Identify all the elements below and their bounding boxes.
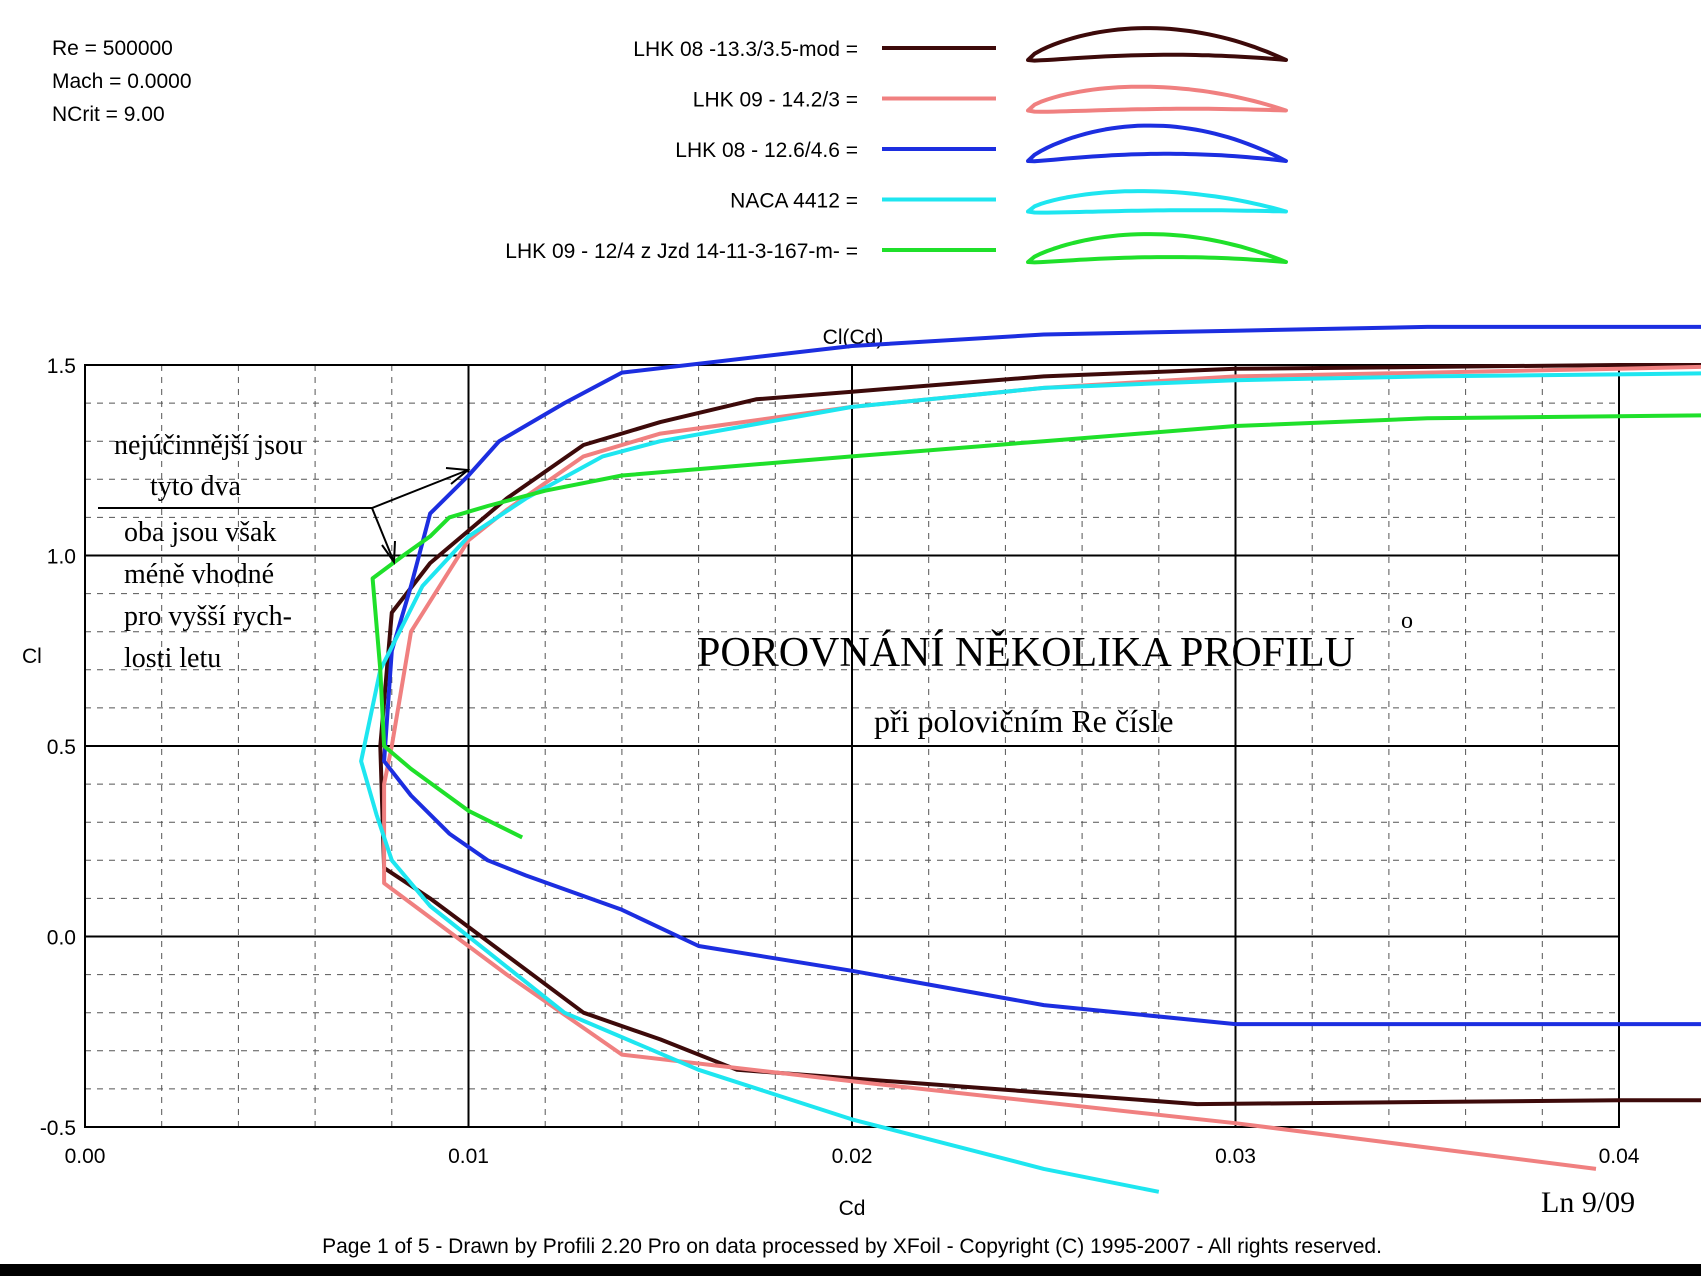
- legend-airfoil-icon: [1026, 232, 1288, 265]
- y-tick-label: -0.5: [40, 1117, 76, 1140]
- legend-airfoil-icon: [1026, 84, 1288, 114]
- series-line: [370, 413, 1701, 840]
- series-line: [378, 363, 1701, 1107]
- re-text: Re = 500000: [52, 37, 173, 60]
- bottom-bar: [0, 1264, 1701, 1276]
- x-tick-label: 0.03: [1215, 1145, 1256, 1168]
- legend-label: LHK 09 - 12/4 z Jzd 14-11-3-167-m- =: [505, 240, 858, 263]
- x-axis-label: Cd: [839, 1197, 866, 1220]
- annotation-arrow-lower: [371, 507, 395, 563]
- annotation-line-2: tyto dva: [150, 471, 242, 502]
- ncrit-text: NCrit = 9.00: [52, 103, 165, 126]
- grid-major: [85, 365, 1619, 1127]
- y-tick-label: 0.5: [47, 736, 76, 759]
- heading: POROVNÁNÍ NĚKOLIKA PROFILU: [697, 629, 1355, 676]
- series-line: [382, 364, 1701, 1171]
- legend-label: LHK 08 -13.3/3.5-mod =: [633, 38, 858, 61]
- subheading: při polovičním Re čísle: [874, 703, 1174, 739]
- annotation-arrowhead-upper: [445, 467, 471, 485]
- x-tick-label: 0.01: [448, 1145, 489, 1168]
- footer-text: Page 1 of 5 - Drawn by Profili 2.20 Pro …: [322, 1235, 1382, 1258]
- mach-text: Mach = 0.0000: [52, 70, 192, 93]
- legend-label: NACA 4412 =: [730, 190, 858, 213]
- legend-airfoil-icon: [1026, 189, 1288, 215]
- plot-frame: [84, 364, 1620, 1128]
- x-tick-label: 0.04: [1599, 1145, 1640, 1168]
- legend-airfoil-icon: [1026, 123, 1288, 164]
- legend: LHK 08 -13.3/3.5-mod = LHK 09 - 14.2/3 = L…: [505, 26, 1288, 265]
- annotation-line-1: nejúčinnější jsou: [114, 430, 303, 461]
- grid-minor: [85, 365, 1619, 1127]
- y-tick-label: 1.0: [47, 546, 76, 569]
- x-tick-label: 0.02: [832, 1145, 873, 1168]
- y-axis-label: Cl: [22, 645, 42, 668]
- annotation-line-4: méně vhodné: [124, 559, 274, 590]
- legend-label: LHK 08 - 12.6/4.6 =: [675, 139, 858, 162]
- series-line: [359, 371, 1701, 1194]
- annotation-line-5: pro vyšší rych-: [124, 601, 292, 632]
- legend-airfoil-icon: [1026, 26, 1288, 63]
- tick-labels: 0.00 0.01 0.02 0.03 0.04 -0.5 0.0 0.5 1.0 1.5: [40, 355, 1640, 1168]
- annotation-arrow-upper: [371, 469, 469, 509]
- series-lines: [359, 324, 1701, 1194]
- annotation-line-3: oba jsou však: [124, 517, 276, 548]
- signature: Ln 9/09: [1541, 1186, 1635, 1219]
- heading-ring: o: [1401, 608, 1413, 634]
- y-tick-label: 1.5: [47, 355, 76, 378]
- x-tick-label: 0.00: [65, 1145, 106, 1168]
- annotation-arrowhead-lower: [381, 540, 396, 565]
- annotation-line-6: losti letu: [124, 643, 221, 674]
- y-tick-label: 0.0: [47, 927, 76, 950]
- legend-label: LHK 09 - 14.2/3 =: [693, 89, 858, 112]
